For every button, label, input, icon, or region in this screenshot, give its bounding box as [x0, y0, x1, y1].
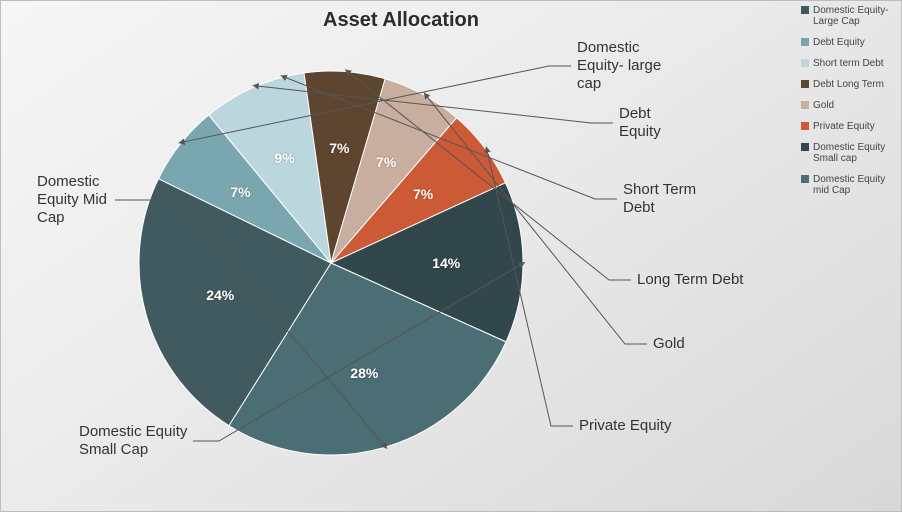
callout-label-private_eq-5: Private Equity	[579, 417, 672, 435]
legend-swatch-5	[801, 122, 809, 130]
callout-label-small_cap-6: Domestic Equity Small Cap	[79, 423, 187, 459]
legend-swatch-0	[801, 6, 809, 14]
legend-swatch-6	[801, 143, 809, 151]
legend-label-1: Debt Equity	[813, 37, 897, 48]
legend-label-0: Domestic Equity- Large Cap	[813, 5, 897, 27]
legend-label-5: Private Equity	[813, 121, 897, 132]
callout-label-mid_cap-7: Domestic Equity Mid Cap	[37, 173, 107, 227]
legend-swatch-7	[801, 175, 809, 183]
legend-item-5: Private Equity	[801, 121, 897, 132]
legend-label-7: Domestic Equity mid Cap	[813, 174, 897, 196]
legend-label-4: Gold	[813, 100, 897, 111]
legend-swatch-4	[801, 101, 809, 109]
legend-swatch-2	[801, 59, 809, 67]
legend-swatch-3	[801, 80, 809, 88]
legend-item-7: Domestic Equity mid Cap	[801, 174, 897, 196]
legend: Domestic Equity- Large Cap Debt Equity Sho…	[801, 5, 897, 206]
legend-item-2: Short term Debt	[801, 58, 897, 69]
callout-label-debt_eq-1: Debt Equity	[619, 105, 661, 141]
legend-item-0: Domestic Equity- Large Cap	[801, 5, 897, 27]
callout-label-long_debt-3: Long Term Debt	[637, 271, 743, 289]
legend-label-3: Debt Long Term	[813, 79, 897, 90]
chart-stage: { "chart": { "type": "pie", "title": "As…	[0, 0, 902, 512]
legend-swatch-1	[801, 38, 809, 46]
legend-label-6: Domestic Equity Small cap	[813, 142, 897, 164]
legend-item-1: Debt Equity	[801, 37, 897, 48]
legend-label-2: Short term Debt	[813, 58, 897, 69]
callout-label-debt_eq-2: Short Term Debt	[623, 181, 696, 217]
legend-item-6: Domestic Equity Small cap	[801, 142, 897, 164]
callout-label-gold-4: Gold	[653, 335, 685, 353]
callout-label-large_cap-0: Domestic Equity- large cap	[577, 39, 661, 93]
legend-item-3: Debt Long Term	[801, 79, 897, 90]
legend-item-4: Gold	[801, 100, 897, 111]
